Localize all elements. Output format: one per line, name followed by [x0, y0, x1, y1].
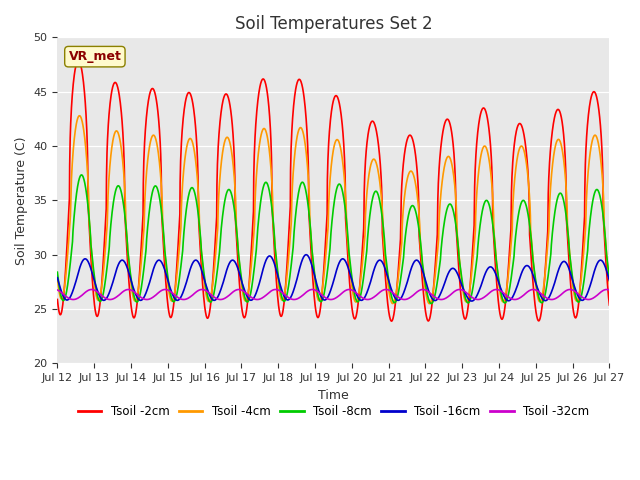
Tsoil -16cm [207, 295, 215, 301]
Tsoil -16cm [573, 289, 580, 295]
Tsoil -16cm [605, 277, 613, 283]
Tsoil -2cm [494, 297, 502, 303]
Text: VR_met: VR_met [68, 50, 122, 63]
Tsoil -16cm [468, 298, 476, 304]
Tsoil -32cm [605, 287, 613, 293]
Tsoil -16cm [494, 278, 502, 284]
Tsoil -4cm [208, 289, 216, 295]
Tsoil -4cm [573, 298, 580, 304]
X-axis label: Time: Time [318, 389, 349, 402]
Tsoil -32cm [54, 287, 61, 293]
Tsoil -4cm [426, 301, 433, 307]
Tsoil -2cm [54, 297, 61, 302]
Tsoil -32cm [362, 296, 369, 302]
Tsoil -4cm [605, 281, 613, 287]
Tsoil -8cm [77, 172, 85, 178]
Tsoil -32cm [494, 287, 502, 292]
Tsoil -8cm [349, 286, 357, 291]
Tsoil -32cm [548, 297, 556, 302]
Line: Tsoil -2cm: Tsoil -2cm [58, 60, 609, 321]
Tsoil -16cm [362, 293, 369, 299]
Tsoil -4cm [494, 276, 502, 281]
Y-axis label: Soil Temperature (C): Soil Temperature (C) [15, 136, 28, 264]
Tsoil -8cm [605, 275, 613, 281]
Tsoil -8cm [573, 296, 580, 302]
Tsoil -2cm [388, 318, 396, 324]
Tsoil -8cm [54, 269, 61, 275]
Tsoil -32cm [573, 289, 580, 295]
Tsoil -4cm [54, 275, 61, 281]
Tsoil -16cm [302, 252, 310, 258]
Tsoil -2cm [573, 314, 580, 320]
Line: Tsoil -16cm: Tsoil -16cm [58, 255, 609, 301]
Tsoil -32cm [557, 292, 564, 298]
Tsoil -4cm [557, 142, 565, 147]
Tsoil -2cm [349, 313, 357, 319]
Tsoil -8cm [557, 191, 565, 196]
Tsoil -8cm [208, 299, 216, 304]
Tsoil -16cm [54, 275, 61, 280]
Tsoil -4cm [76, 113, 83, 119]
Tsoil -32cm [207, 292, 215, 298]
Tsoil -4cm [362, 213, 369, 218]
Tsoil -2cm [362, 158, 369, 164]
Title: Soil Temperatures Set 2: Soil Temperatures Set 2 [235, 15, 432, 33]
Line: Tsoil -4cm: Tsoil -4cm [58, 116, 609, 304]
Tsoil -2cm [557, 113, 565, 119]
Legend: Tsoil -2cm, Tsoil -4cm, Tsoil -8cm, Tsoil -16cm, Tsoil -32cm: Tsoil -2cm, Tsoil -4cm, Tsoil -8cm, Tsoi… [73, 400, 594, 423]
Tsoil -2cm [208, 292, 216, 298]
Tsoil -8cm [362, 259, 369, 265]
Tsoil -2cm [74, 58, 82, 63]
Tsoil -16cm [557, 261, 565, 267]
Tsoil -16cm [349, 283, 357, 289]
Tsoil -8cm [494, 272, 502, 278]
Tsoil -4cm [349, 293, 357, 299]
Line: Tsoil -32cm: Tsoil -32cm [58, 289, 609, 300]
Tsoil -32cm [566, 287, 574, 292]
Tsoil -32cm [349, 288, 357, 294]
Tsoil -8cm [428, 300, 435, 306]
Line: Tsoil -8cm: Tsoil -8cm [58, 175, 609, 303]
Tsoil -2cm [605, 302, 613, 308]
